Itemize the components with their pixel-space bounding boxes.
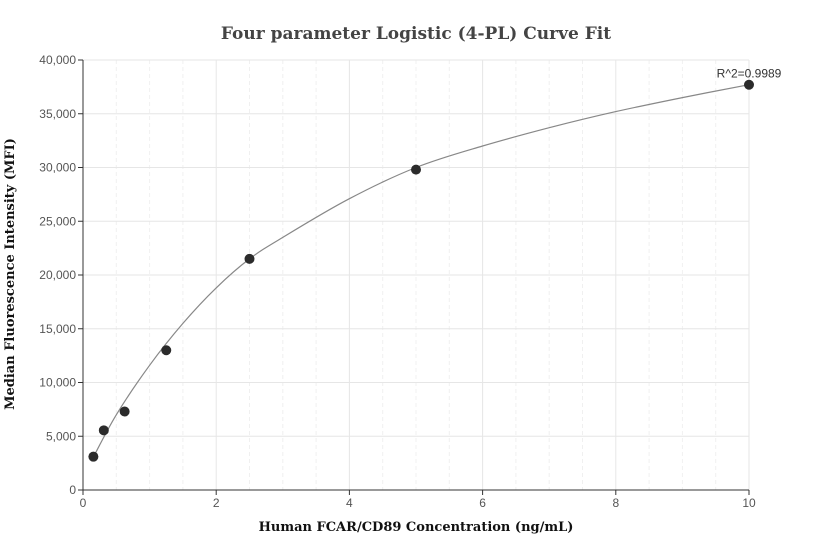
x-tick-label: 2: [213, 496, 220, 510]
data-point: [161, 345, 172, 356]
x-tick-label: 4: [346, 496, 353, 510]
y-tick-label: 40,000: [39, 53, 76, 67]
data-point: [411, 164, 421, 175]
data-point: [98, 425, 109, 436]
fit-curve: [92, 84, 750, 459]
data-point: [119, 406, 130, 417]
data-point: [244, 253, 255, 264]
y-tick-label: 10,000: [39, 376, 76, 390]
y-axis-title: Median Fluorescence Intensity (MFI): [3, 138, 18, 410]
data-points: [88, 79, 754, 462]
y-tick-label: 5,000: [46, 429, 76, 443]
chart-title: Four parameter Logistic (4-PL) Curve Fit: [221, 24, 611, 44]
y-tick-label: 15,000: [39, 322, 76, 336]
x-axis-ticks: 0 2 4 6 8 10: [80, 490, 756, 510]
x-axis-title: Human FCAR/CD89 Concentration (ng/mL): [259, 520, 574, 535]
y-tick-label: 30,000: [39, 161, 76, 175]
y-tick-label: 20,000: [39, 268, 76, 282]
y-tick-label: 35,000: [39, 107, 76, 121]
x-tick-label: 8: [612, 496, 619, 510]
grid: [83, 59, 750, 490]
y-axis-ticks: 0 5,000 10,000 15,000 20,000 25,000 30,000 35,0…: [39, 53, 83, 497]
x-tick-label: 6: [479, 496, 486, 510]
y-tick-label: 25,000: [39, 214, 76, 228]
r-squared-annotation: R^2=0.9989: [717, 67, 782, 81]
y-tick-label: 0: [69, 483, 76, 497]
data-point: [88, 451, 99, 462]
x-tick-label: 10: [742, 496, 756, 510]
x-tick-label: 0: [80, 496, 87, 510]
data-point: [744, 79, 754, 90]
